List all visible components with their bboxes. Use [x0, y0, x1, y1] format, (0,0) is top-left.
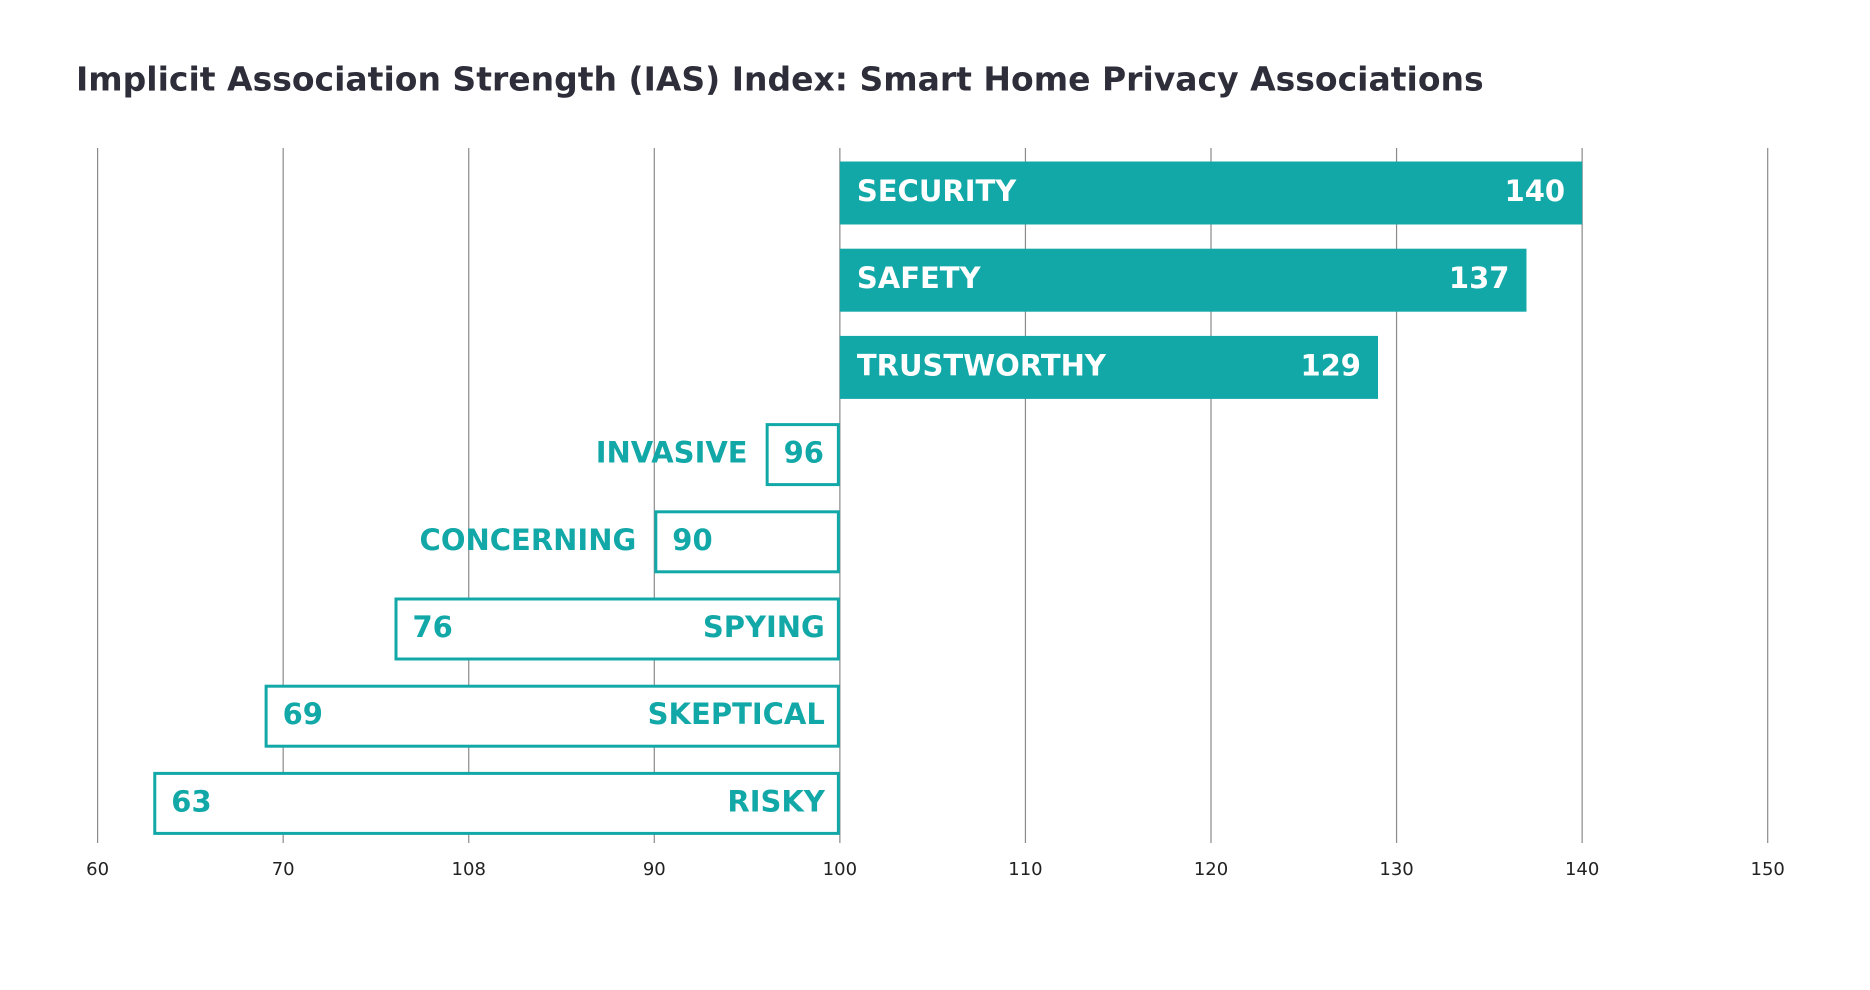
- bar: [394, 597, 840, 661]
- bar-label: TRUSTWORTHY: [857, 348, 1107, 382]
- value-label: 129: [1300, 348, 1361, 382]
- x-tick-label: 108: [452, 859, 486, 880]
- bar-label: SPYING: [703, 610, 825, 644]
- bar-label: RISKY: [727, 784, 825, 818]
- value-label: 76: [413, 610, 453, 644]
- bar: [839, 335, 1379, 399]
- bar: [839, 248, 1527, 312]
- bar-label: SKEPTICAL: [648, 697, 825, 731]
- value-label: 69: [283, 697, 323, 731]
- value-label: 63: [171, 784, 211, 818]
- bar-label: INVASIVE: [596, 436, 748, 470]
- x-tick-label: 100: [823, 859, 857, 880]
- x-tick-label: 120: [1194, 859, 1228, 880]
- x-tick-label: 130: [1379, 859, 1413, 880]
- value-label: 96: [784, 436, 824, 470]
- x-tick-label: 60: [86, 859, 109, 880]
- bar: [153, 771, 840, 835]
- x-tick-label: 70: [272, 859, 295, 880]
- x-tick-label: 110: [1008, 859, 1042, 880]
- value-label: 137: [1449, 261, 1510, 295]
- bar-label: SAFETY: [857, 261, 982, 295]
- chart-title: Implicit Association Strength (IAS) Inde…: [76, 60, 1484, 99]
- bar: [765, 423, 840, 487]
- bar-label: CONCERNING: [420, 523, 637, 557]
- value-label: 140: [1505, 174, 1566, 208]
- bar: [654, 510, 840, 574]
- bar-label: SECURITY: [857, 174, 1017, 208]
- x-tick-label: 140: [1565, 859, 1599, 880]
- x-tick-label: 90: [643, 859, 666, 880]
- x-tick-label: 150: [1751, 859, 1785, 880]
- bar: [264, 684, 840, 748]
- value-label: 90: [672, 523, 712, 557]
- bar: [839, 161, 1583, 225]
